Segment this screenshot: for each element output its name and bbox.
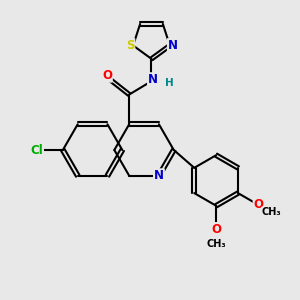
Text: N: N	[148, 73, 158, 86]
Text: CH₃: CH₃	[206, 239, 226, 249]
Text: Cl: Cl	[30, 143, 43, 157]
Text: O: O	[102, 69, 112, 82]
Text: H: H	[165, 78, 174, 88]
Text: S: S	[126, 39, 134, 52]
Text: O: O	[254, 199, 264, 212]
Text: N: N	[168, 39, 178, 52]
Text: CH₃: CH₃	[262, 207, 281, 218]
Text: N: N	[154, 169, 164, 182]
Text: O: O	[211, 223, 221, 236]
